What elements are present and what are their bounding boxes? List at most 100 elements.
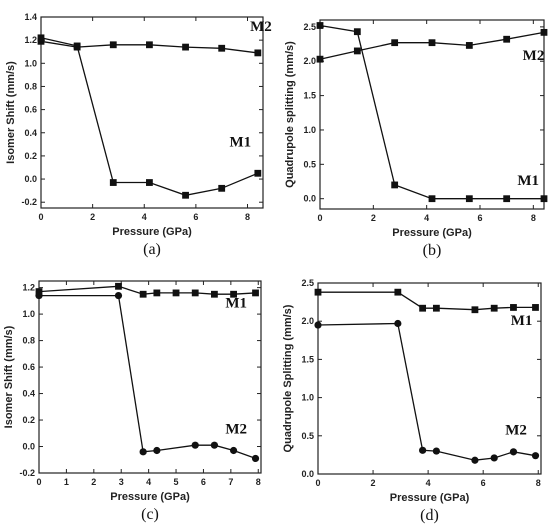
y-tick-label: 0.6	[22, 362, 35, 372]
y-tick-label: 0.6	[24, 105, 37, 115]
data-point	[229, 446, 238, 455]
data-point	[35, 291, 43, 300]
data-point	[153, 446, 161, 455]
series-label-m1: M1	[517, 173, 539, 189]
y-tick-label: 0.4	[24, 128, 37, 138]
x-tick-label: 8	[536, 478, 541, 488]
data-point	[182, 191, 189, 199]
plot-frame	[317, 282, 542, 475]
x-axis-title: Pressure (GPa)	[390, 492, 470, 504]
data-point	[115, 282, 122, 290]
data-point	[465, 195, 473, 203]
data-point	[503, 195, 511, 203]
x-tick-label: 7	[228, 477, 233, 487]
panel-label: (b)	[423, 242, 442, 259]
series-line-m1	[40, 37, 259, 196]
panel-label: (a)	[143, 241, 161, 258]
x-tick-label: 2	[90, 212, 95, 222]
data-point	[419, 304, 427, 312]
series-label-m2: M2	[505, 422, 527, 438]
data-point	[314, 288, 322, 296]
data-point	[210, 441, 219, 449]
data-point	[465, 42, 473, 49]
y-tick-label: 2.0	[301, 316, 314, 326]
x-tick-label: 8	[256, 477, 261, 487]
data-point	[509, 448, 518, 456]
series-label-m2: M2	[225, 421, 247, 437]
y-tick-label: -0.2	[21, 197, 37, 207]
x-tick-label: 0	[317, 213, 322, 223]
data-point	[146, 41, 153, 49]
data-point	[314, 321, 322, 329]
x-tick-label: 6	[201, 477, 206, 487]
x-tick-label: 0	[38, 212, 43, 222]
data-point	[37, 34, 45, 42]
y-tick-label: 0.8	[24, 81, 37, 91]
panel-3: 0 1 2 3 4 5 6 7 8 -0.2 0.0 0.2 0.4 0.6 0.8 1.0 1.2 Pressu…	[3, 280, 262, 523]
y-tick-label: 0.5	[303, 159, 316, 169]
data-point	[251, 454, 260, 463]
x-tick-label: 5	[174, 477, 179, 487]
data-point	[182, 43, 189, 51]
data-point	[191, 289, 199, 297]
data-point	[114, 291, 123, 300]
x-tick-label: 1	[64, 477, 69, 487]
x-tick-label: 4	[426, 478, 431, 488]
x-tick-label: 2	[371, 213, 376, 223]
y-tick-label: 1.2	[24, 35, 37, 45]
panel-1: 0 2 4 6 8 -0.2 0.0 0.2 0.4 0.6 0.8 1.0 1.2 1.4 Pressur…	[5, 12, 272, 258]
y-tick-label: 0.4	[22, 389, 35, 399]
series-label-m1: M1	[229, 135, 251, 151]
x-axis-title: Pressure (GPa)	[392, 227, 472, 239]
series-line-m2	[317, 322, 536, 461]
panel-label: (d)	[420, 507, 439, 524]
y-tick-label: 0.2	[24, 151, 37, 161]
data-point	[218, 44, 226, 52]
plot-frame	[40, 16, 264, 209]
data-point	[391, 181, 399, 189]
panel-label: (c)	[141, 506, 159, 523]
series-label-m2: M2	[523, 48, 545, 64]
data-point	[490, 304, 498, 312]
x-tick-label: 3	[119, 477, 124, 487]
data-point	[37, 37, 45, 45]
y-tick-label: 2.5	[303, 22, 316, 32]
data-point	[391, 39, 399, 47]
data-point	[109, 41, 117, 49]
plot-frame	[319, 19, 545, 210]
data-point	[503, 35, 511, 43]
y-tick-label: 1.0	[22, 309, 35, 319]
x-tick-label: 0	[315, 478, 320, 488]
y-tick-label: 0.0	[24, 174, 37, 184]
x-tick-label: 8	[245, 212, 250, 222]
series-label-m1: M1	[225, 295, 247, 311]
y-axis-title: Quadrupole Splitting (mm/s)	[282, 304, 294, 452]
data-point	[211, 290, 218, 298]
y-tick-label: 0.2	[22, 415, 35, 425]
data-point	[316, 55, 324, 63]
data-point	[428, 195, 436, 203]
data-point	[540, 28, 548, 36]
data-point	[394, 319, 402, 328]
y-axis-title: Isomer Shift (mm/s)	[3, 325, 15, 428]
x-tick-label: 6	[481, 478, 486, 488]
data-point	[254, 169, 262, 177]
y-tick-label: 1.2	[22, 283, 35, 293]
plot-frame	[38, 280, 262, 474]
data-point	[252, 289, 259, 297]
data-point	[540, 195, 548, 203]
x-tick-label: 0	[36, 477, 41, 487]
y-tick-label: 0.8	[22, 336, 35, 346]
series-line-m2	[39, 294, 256, 460]
data-point	[353, 47, 361, 55]
y-tick-label: 0.5	[301, 431, 314, 441]
x-tick-label: 2	[371, 478, 376, 488]
x-axis-title: Pressure (GPa)	[110, 491, 190, 503]
data-point	[419, 446, 427, 454]
data-point	[532, 304, 539, 311]
x-tick-label: 6	[477, 213, 482, 223]
series-line-m1	[38, 285, 256, 295]
data-point	[139, 448, 147, 456]
data-point	[316, 22, 324, 29]
x-tick-label: 8	[531, 213, 536, 223]
